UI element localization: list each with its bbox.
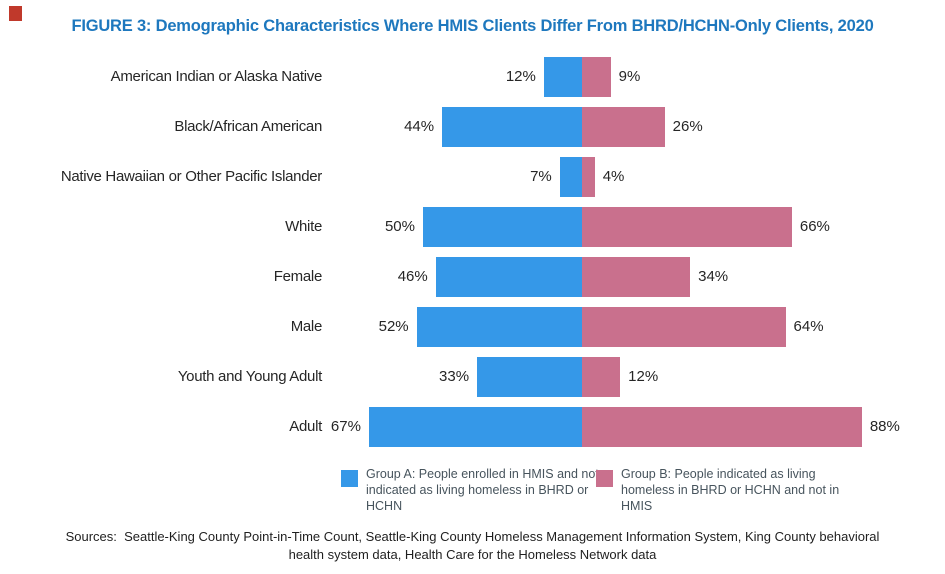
group-a-value-label: 44% [404, 118, 435, 135]
group-a-bar[interactable] [435, 257, 582, 297]
group-a-value-label: 7% [530, 168, 552, 185]
group-b-value-label: 88% [869, 418, 900, 435]
group-b-bar[interactable] [582, 207, 792, 247]
category-label: Male [290, 318, 323, 335]
category-label: Female [273, 268, 323, 285]
group-a-swatch-icon [341, 470, 358, 487]
group-a-bar[interactable] [423, 207, 582, 247]
chart-legend: Group A: People enrolled in HMIS and not… [0, 466, 945, 524]
group-a-value-label: 12% [505, 68, 536, 85]
group-b-value-label: 64% [793, 318, 824, 335]
category-label: Adult [289, 418, 322, 435]
group-a-bar[interactable] [416, 307, 582, 347]
group-a-bar[interactable] [368, 407, 582, 447]
category-label: Black/African American [174, 118, 322, 135]
group-b-bar[interactable] [582, 407, 862, 447]
group-a-value-label: 46% [397, 268, 428, 285]
group-b-bar[interactable] [582, 107, 665, 147]
category-label: Youth and Young Adult [177, 368, 322, 385]
category-label: White [285, 218, 322, 235]
group-b-value-label: 9% [618, 68, 641, 85]
group-b-value-label: 66% [799, 218, 830, 235]
group-b-bar[interactable] [582, 307, 786, 347]
group-b-bar[interactable] [582, 57, 611, 97]
red-square-marker-icon [9, 6, 22, 21]
group-b-bar[interactable] [582, 357, 621, 397]
group-b-swatch-icon [596, 470, 613, 487]
group-b-bar[interactable] [582, 157, 595, 197]
group-b-value-label: 26% [672, 118, 703, 135]
group-a-value-label: 33% [439, 368, 470, 385]
group-b-value-label: 4% [602, 168, 625, 185]
group-b-value-label: 34% [698, 268, 729, 285]
legend-label-group-a: Group A: People enrolled in HMIS and not… [366, 467, 599, 513]
category-label: American Indian or Alaska Native [110, 68, 323, 85]
group-a-value-label: 67% [330, 418, 361, 435]
group-a-bar[interactable] [477, 357, 582, 397]
category-label: Native Hawaiian or Other Pacific Islande… [60, 168, 322, 185]
group-b-bar[interactable] [582, 257, 691, 297]
group-b-value-label: 12% [628, 368, 659, 385]
sources-note: Sources: Seattle-King County Point-in-Ti… [65, 529, 884, 562]
group-a-bar[interactable] [559, 157, 582, 197]
group-a-bar[interactable] [543, 57, 582, 97]
group-a-value-label: 50% [384, 218, 415, 235]
legend-label-group-b: Group B: People indicated as living home… [621, 467, 840, 513]
group-a-bar[interactable] [442, 107, 582, 147]
figure-title: FIGURE 3: Demographic Characteristics Wh… [71, 17, 874, 35]
group-a-value-label: 52% [378, 318, 409, 335]
